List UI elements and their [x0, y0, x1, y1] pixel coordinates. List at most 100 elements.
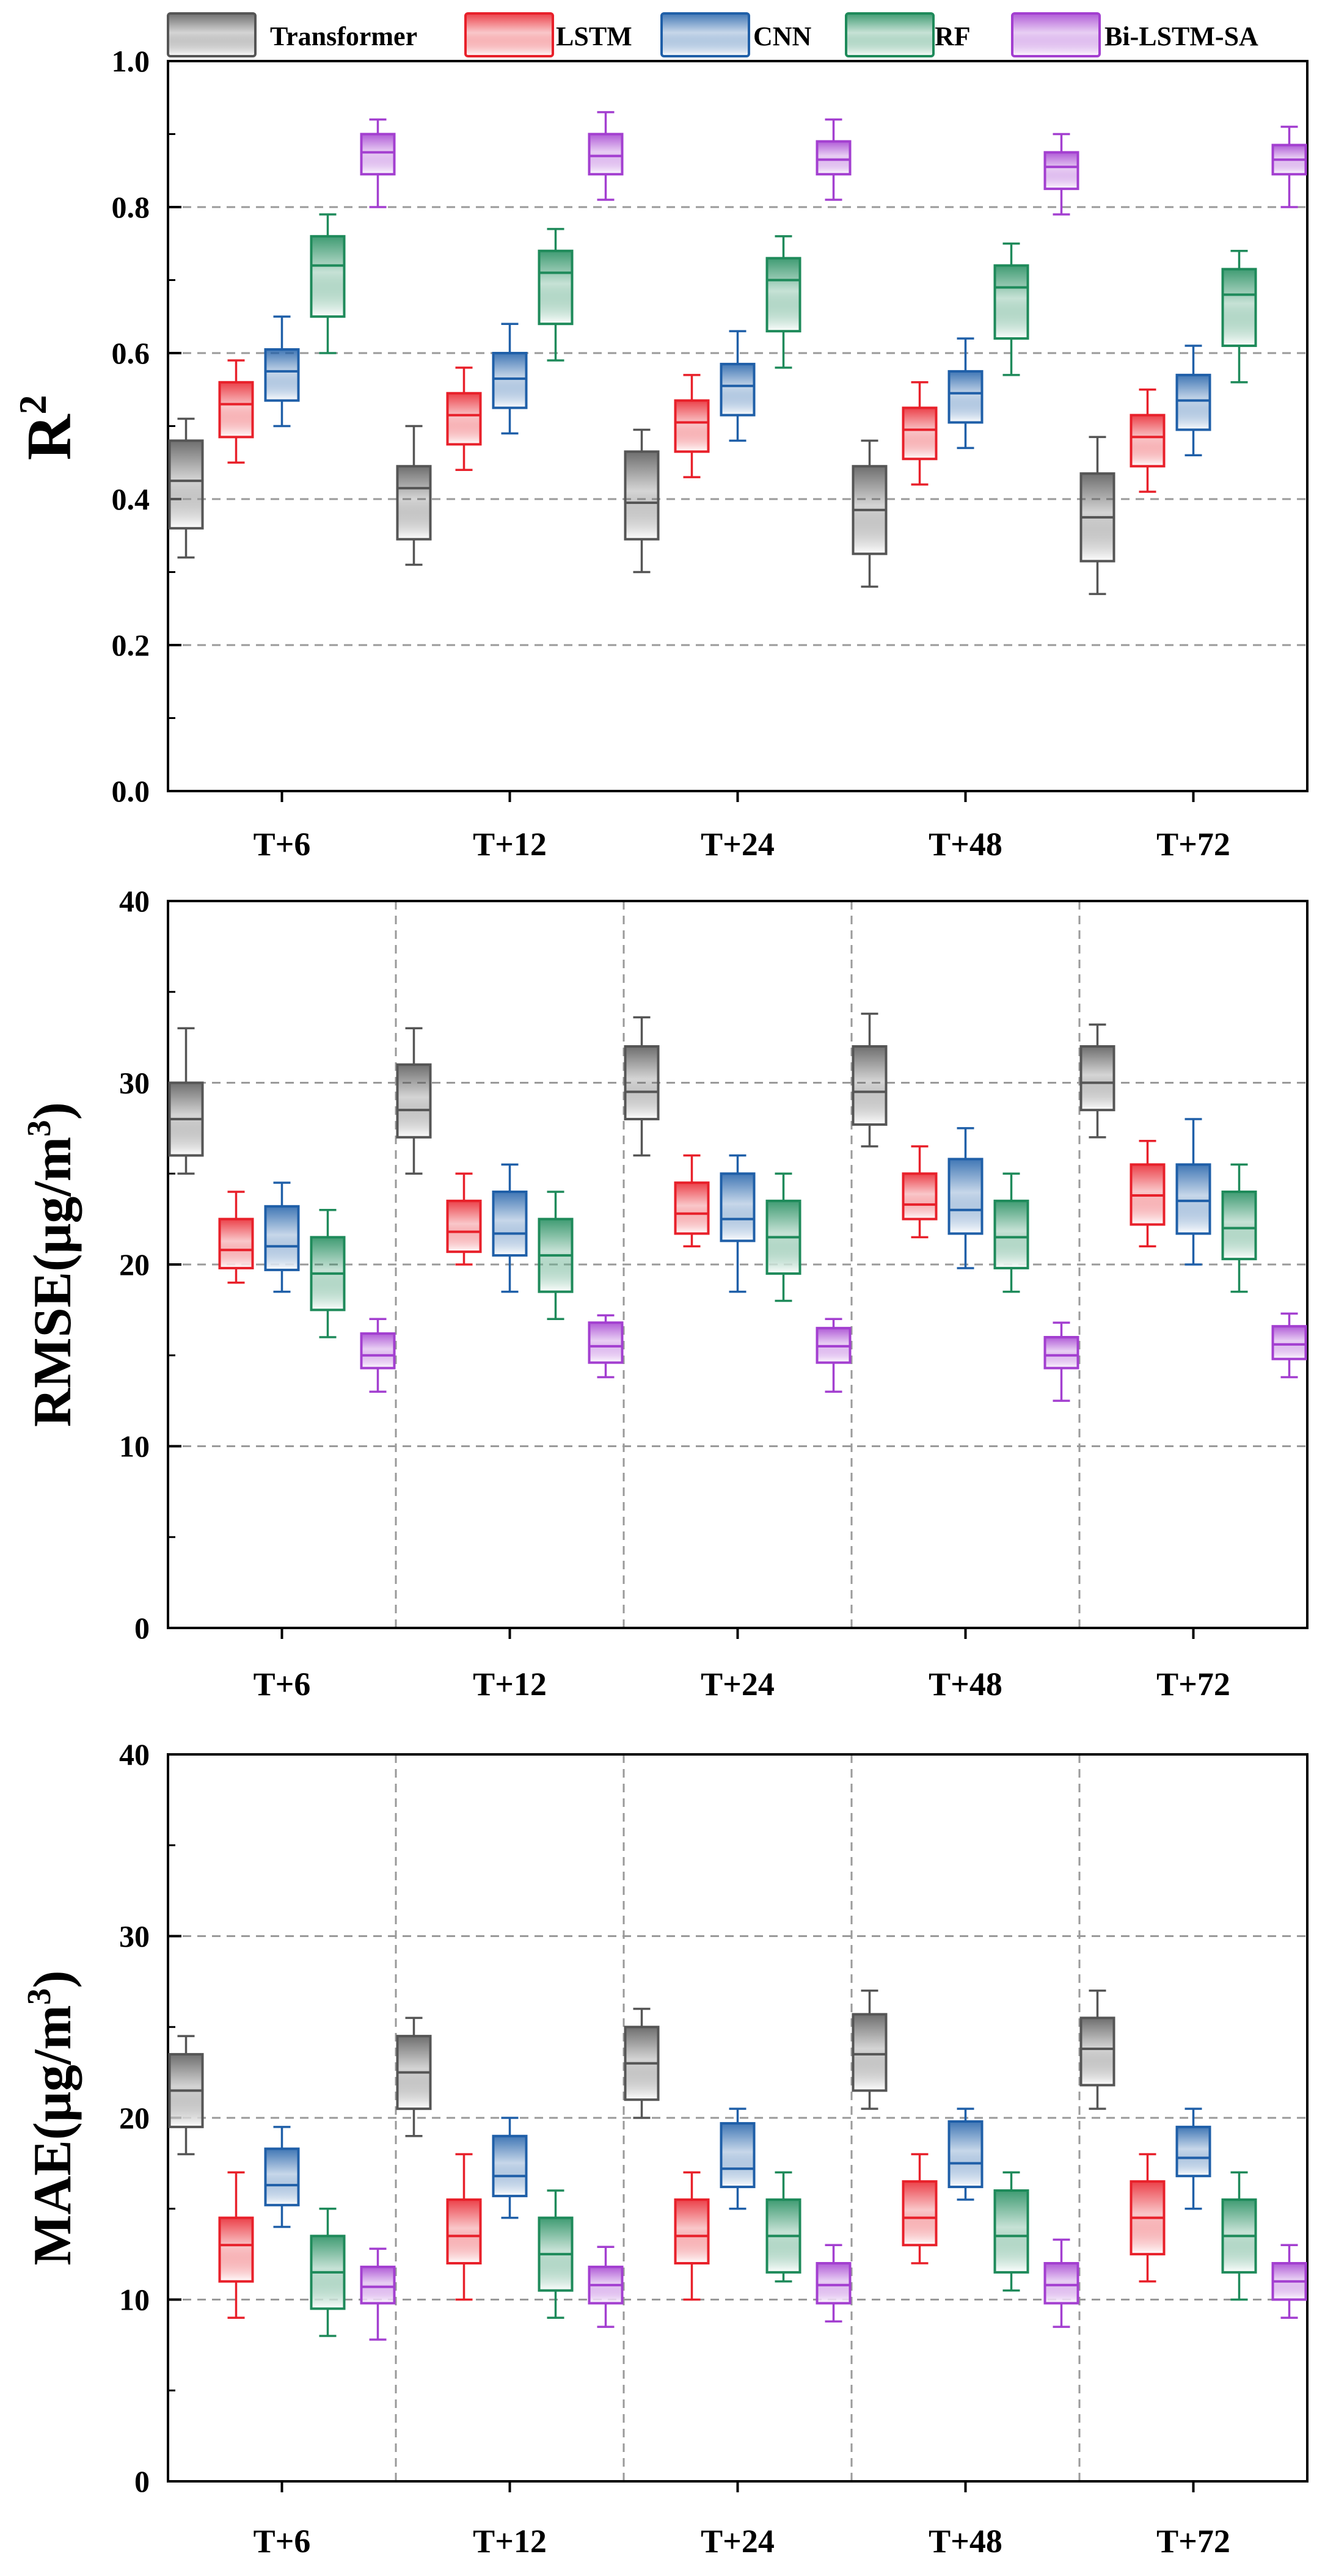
box-iqr	[168, 439, 204, 530]
legend-label-lstm: LSTM	[556, 21, 632, 51]
y-axis-title: RMSE(μg/m3)	[20, 1102, 82, 1427]
box-iqr	[1043, 151, 1079, 191]
x-tick-label: T+48	[929, 2523, 1002, 2560]
box-rf-t-72	[1221, 2171, 1257, 2301]
panels: 0.00.20.40.60.81.0T+6 T+12 T+24 T+48 T+72R20…	[11, 44, 1309, 2560]
box-lstm-t-72	[1130, 1139, 1166, 1247]
box-iqr	[852, 2013, 888, 2092]
box-bi-lstm-sa-t-6	[360, 2247, 396, 2341]
box-iqr	[852, 1045, 888, 1126]
legend-swatch-lstm	[464, 12, 554, 57]
box-rf-t-48	[993, 243, 1029, 376]
box-iqr	[218, 381, 254, 439]
y-tick-label: 1.0	[112, 44, 150, 78]
y-tick-label: 0.2	[112, 628, 150, 662]
x-tick-label: T+48	[929, 1666, 1002, 1702]
x-tick-label: T+24	[701, 826, 775, 863]
box-rf-t-6	[310, 2208, 346, 2337]
box-iqr	[396, 1063, 432, 1139]
y-tick-label: 0.6	[112, 336, 150, 370]
box-iqr	[816, 140, 852, 176]
box-bi-lstm-sa-t-6	[360, 1318, 396, 1393]
x-tick-label: T+72	[1156, 826, 1230, 863]
box-rf-t-48	[993, 2171, 1029, 2292]
box-iqr	[674, 399, 710, 453]
box-cnn-t-12	[492, 323, 528, 435]
box-iqr	[765, 257, 801, 333]
box-lstm-t-12	[446, 367, 482, 471]
box-iqr	[624, 450, 660, 541]
box-lstm-t-24	[674, 374, 710, 478]
box-iqr	[360, 133, 396, 176]
box-transformer-t-48	[852, 1012, 888, 1148]
box-iqr	[360, 1332, 396, 1370]
box-iqr	[218, 1217, 254, 1269]
box-iqr	[446, 2198, 482, 2264]
box-cnn-t-6	[264, 315, 300, 428]
box-cnn-t-6	[264, 1181, 300, 1293]
box-iqr	[902, 2180, 938, 2247]
box-rf-t-48	[993, 1172, 1029, 1293]
x-tick-label: T+12	[473, 1666, 547, 1702]
box-transformer-t-72	[1079, 436, 1115, 596]
box-iqr	[674, 2198, 710, 2264]
legend-label-transformer: Transformer	[270, 21, 417, 51]
box-bi-lstm-sa-t-6	[360, 118, 396, 208]
box-cnn-t-72	[1175, 2107, 1211, 2210]
chart-panel-2: 0 10 20 30 40 T+6 T+12 T+24 T+48 T+72 RMSE(μg/m3)	[20, 884, 1309, 1702]
box-iqr	[1043, 1336, 1079, 1370]
chart-panel-3: 0 10 20 30 40 T+6 T+12 T+24 T+48 T+72 MAE(μg/m3)	[20, 1737, 1309, 2560]
box-iqr	[492, 1191, 528, 1257]
chart-panel-1: 0.0 0.2 0.4 0.6 0.8 1.0 T+6 T+12 T+24 T+48 T+72 R2	[11, 44, 1309, 863]
box-lstm-t-48	[902, 2153, 938, 2264]
x-tick-label: T+6	[254, 2523, 311, 2560]
box-bi-lstm-sa-t-48	[1043, 2238, 1079, 2328]
y-tick-label: 40	[119, 884, 150, 918]
y-axis-title: R2	[11, 395, 84, 460]
box-transformer-t-72	[1079, 1990, 1115, 2110]
box-iqr	[720, 362, 756, 417]
box-bi-lstm-sa-t-12	[588, 111, 624, 201]
box-cnn-t-6	[264, 2126, 300, 2228]
box-iqr	[816, 2262, 852, 2305]
box-transformer-t-6	[168, 2035, 204, 2156]
legend-swatch-rf	[845, 12, 935, 57]
box-cnn-t-12	[492, 2117, 528, 2219]
box-cnn-t-24	[720, 330, 756, 442]
box-cnn-t-48	[947, 337, 984, 450]
box-cnn-t-48	[947, 1127, 984, 1269]
box-lstm-t-6	[218, 2171, 254, 2319]
box-rf-t-12	[538, 2189, 574, 2319]
box-lstm-t-12	[446, 1172, 482, 1266]
box-bi-lstm-sa-t-12	[588, 2246, 624, 2328]
box-bi-lstm-sa-t-24	[816, 118, 852, 201]
box-bi-lstm-sa-t-24	[816, 2244, 852, 2322]
box-transformer-t-72	[1079, 1023, 1115, 1139]
box-cnn-t-72	[1175, 345, 1211, 457]
box-iqr	[1175, 2125, 1211, 2178]
box-iqr	[947, 370, 984, 424]
box-rf-t-6	[310, 213, 346, 354]
x-tick-label: T+24	[701, 1666, 775, 1702]
box-iqr	[1271, 1325, 1307, 1360]
legend: Transformer LSTM CNN RF Bi-LSTM-SA	[167, 12, 1258, 57]
box-iqr	[624, 1045, 660, 1120]
y-tick-label: 30	[119, 1919, 150, 1954]
box-rf-t-72	[1221, 1163, 1257, 1293]
box-lstm-t-12	[446, 2153, 482, 2301]
box-bi-lstm-sa-t-72	[1271, 1312, 1307, 1379]
box-iqr	[264, 2147, 300, 2206]
box-bi-lstm-sa-t-24	[816, 1318, 852, 1393]
box-iqr	[538, 249, 574, 326]
x-tick-label: T+12	[473, 2523, 547, 2560]
box-rf-t-12	[538, 1191, 574, 1320]
box-transformer-t-48	[852, 439, 888, 588]
box-iqr	[1175, 1163, 1211, 1235]
box-lstm-t-24	[674, 2171, 710, 2301]
x-tick-label: T+48	[929, 826, 1002, 863]
box-lstm-t-72	[1130, 2153, 1166, 2283]
box-lstm-t-72	[1130, 389, 1166, 493]
box-iqr	[588, 1321, 624, 1364]
legend-label-rf: RF	[935, 21, 971, 51]
